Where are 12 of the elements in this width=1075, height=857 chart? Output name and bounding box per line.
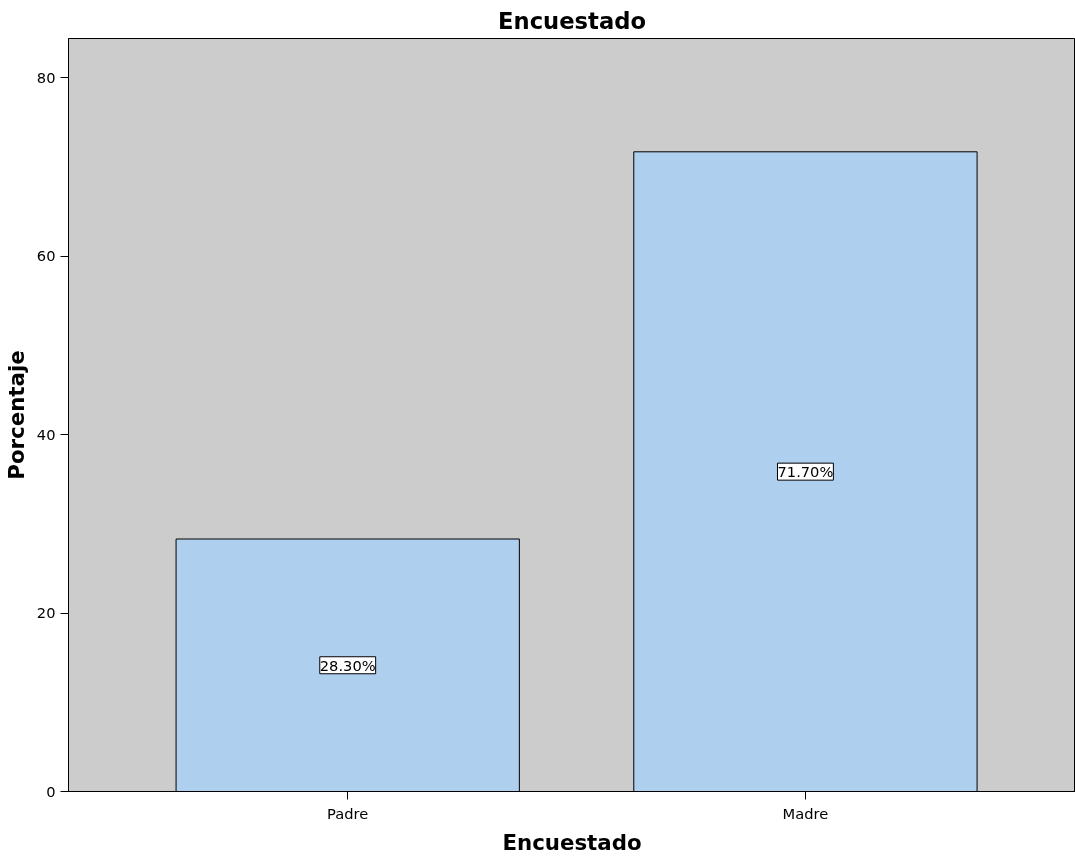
x-axis-title: Encuestado bbox=[502, 829, 642, 855]
data-label: 28.30% bbox=[319, 656, 376, 674]
y-tick-label: 80 bbox=[36, 68, 56, 86]
y-tick-label: 0 bbox=[46, 782, 56, 800]
y-tick-label: 40 bbox=[36, 425, 56, 443]
data-label: 71.70% bbox=[777, 463, 834, 481]
x-tick-label: Padre bbox=[327, 804, 369, 822]
y-tick-label: 20 bbox=[36, 604, 56, 622]
y-tick-label: 60 bbox=[36, 247, 56, 265]
x-tick-label: Madre bbox=[782, 804, 829, 822]
chart-title: Encuestado bbox=[498, 7, 646, 34]
y-axis-title: Porcentaje bbox=[3, 350, 29, 480]
